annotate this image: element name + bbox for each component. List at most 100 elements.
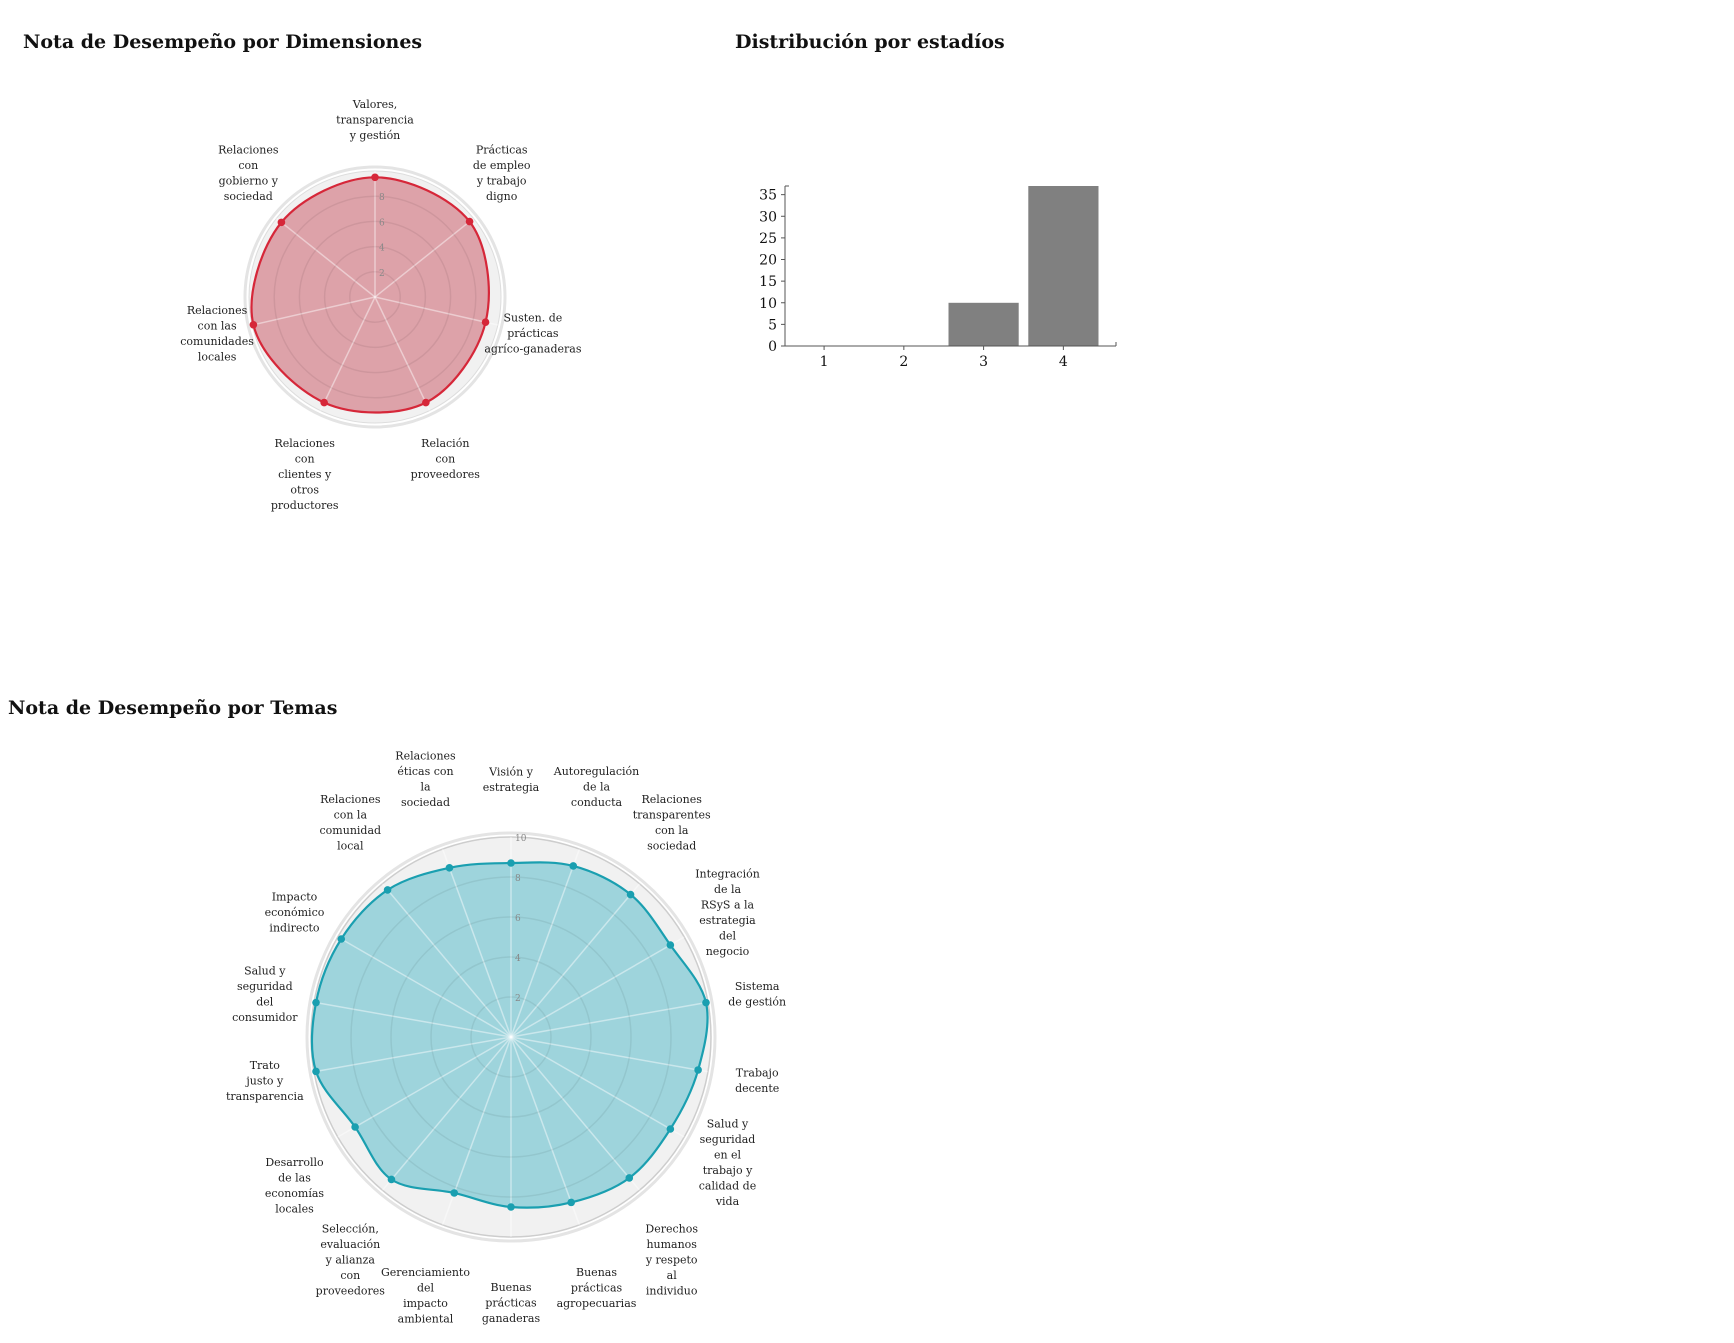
- temas-grid-ring-overlay: [470, 996, 552, 1078]
- dimensiones-spoke: [319, 296, 376, 411]
- temas-grid-ring-overlay: [350, 876, 672, 1198]
- y-tick-label: 35: [759, 188, 777, 204]
- temas-spoke: [510, 1036, 709, 1073]
- temas-ring-label: 10: [515, 834, 527, 844]
- temas-category-label: Gerenciamiento del impacto ambiental: [381, 1266, 470, 1326]
- dimensiones-ring-label: 6: [379, 218, 385, 228]
- chart-title-dimensiones: Nota de Desempeño por Dimensiones: [23, 31, 423, 53]
- temas-category-label: Derechos humanos y respeto al individuo: [645, 1223, 699, 1298]
- temas-point: [569, 862, 578, 870]
- temas-point: [666, 941, 675, 949]
- dimensiones-category-label: Prácticas de empleo y trabajo digno: [473, 144, 531, 204]
- temas-point: [312, 998, 320, 1007]
- temas-category-label: Buenas prácticas agropecuarias: [557, 1266, 637, 1310]
- dimensiones-point: [465, 217, 474, 226]
- temas-point: [337, 935, 346, 943]
- temas-ring-label: 8: [515, 874, 521, 884]
- temas-ring-label: 4: [515, 954, 521, 964]
- temas-point: [351, 1123, 359, 1131]
- chart-title-estadios: Distribución por estadíos: [735, 31, 1005, 53]
- dimensiones-category-label: Valores, transparencia y gestión: [336, 98, 414, 142]
- temas-spoke: [337, 1036, 512, 1138]
- dimensiones-grid-ring-overlay: [273, 195, 477, 399]
- temas-category-label: Autoregulación de la conducta: [553, 765, 639, 809]
- temas-spoke: [441, 848, 512, 1038]
- temas-spoke: [510, 1036, 685, 1138]
- temas-category-label: Relaciones éticas con la sociedad: [395, 750, 456, 810]
- chart-title-temas: Nota de Desempeño por Temas: [8, 697, 338, 719]
- temas-point: [387, 1175, 396, 1184]
- dimensiones-ring-label: 8: [379, 193, 385, 203]
- temas-category-label: Relaciones con la comunidad local: [320, 793, 382, 853]
- temas-grid-ring-overlay: [390, 916, 632, 1158]
- dimensiones-ring-label: 2: [379, 269, 385, 279]
- y-tick-label: 0: [768, 339, 777, 355]
- x-tick-label: 2: [899, 354, 908, 370]
- temas-category-label: Trato justo y transparencia: [226, 1059, 304, 1103]
- temas-point: [445, 864, 454, 872]
- dimensiones-outer-ring: [243, 165, 507, 429]
- temas-point: [694, 1066, 702, 1074]
- dimensiones-ring-label: 4: [379, 244, 385, 254]
- temas-category-label: Trabajo decente: [735, 1067, 779, 1096]
- dimensiones-point: [481, 318, 490, 327]
- bar-3: [948, 302, 1019, 346]
- temas-category-label: Salud y seguridad del consumidor: [232, 964, 298, 1024]
- temas-spoke: [510, 1036, 581, 1226]
- temas-category-label: Selección, evaluación y alianza con proveedo…: [316, 1223, 386, 1298]
- temas-category-label: Salud y seguridad en el trabajo y calidad de…: [699, 1117, 756, 1208]
- temas-spoke: [510, 936, 685, 1038]
- dimensiones-point: [249, 320, 258, 329]
- dimensiones-category-label: Relaciones con clientes y otros productores: [271, 437, 339, 512]
- temas-spoke: [510, 1036, 641, 1191]
- temas-area: [311, 862, 708, 1208]
- temas-point: [625, 1174, 634, 1182]
- temas-category-label: Sistema de gestión: [728, 980, 786, 1009]
- temas-ring-label: 6: [515, 914, 521, 924]
- temas-point: [450, 1189, 459, 1197]
- x-tick-label: 1: [820, 354, 829, 370]
- dimensiones-spoke: [251, 296, 376, 326]
- dimensiones-point: [371, 173, 379, 182]
- temas-point: [507, 859, 515, 867]
- temas-category-label: Integración de la RSyS a la estrategia del ne…: [695, 867, 760, 958]
- dimensiones-category-label: Relaciones con las comunidades locales: [180, 304, 254, 364]
- dimensiones-point: [320, 398, 328, 407]
- y-tick-label: 10: [759, 296, 777, 312]
- temas-spoke: [510, 883, 641, 1038]
- temas-category-label: Visión y estrategia: [483, 766, 540, 795]
- temas-point: [567, 1198, 575, 1207]
- dimensiones-category-label: Susten. de prácticas agríco-ganaderas: [484, 312, 581, 356]
- temas-spoke: [381, 1036, 512, 1191]
- temas-spoke: [510, 848, 581, 1038]
- temas-category-label: Buenas prácticas ganaderas: [482, 1281, 541, 1325]
- dimensiones-grid-ring-overlay: [349, 271, 401, 323]
- y-tick-label: 30: [759, 209, 777, 225]
- bar-4: [1028, 186, 1099, 346]
- temas-spoke: [313, 1036, 512, 1073]
- dimensiones-grid-ring-overlay: [323, 245, 427, 349]
- temas-point: [626, 890, 635, 899]
- temas-spoke: [337, 936, 512, 1038]
- y-tick-label: 25: [759, 231, 777, 247]
- temas-point: [312, 1067, 320, 1076]
- temas-ring-label: 2: [515, 994, 521, 1004]
- dimensiones-spoke: [374, 217, 474, 298]
- dimensiones-grid-ring-overlay: [298, 220, 452, 374]
- dimensiones-area: [251, 177, 489, 413]
- y-tick-label: 15: [759, 274, 777, 290]
- temas-category-label: Relaciones transparentes con la sociedad: [633, 793, 711, 853]
- temas-category-label: Desarrollo de las economías locales: [265, 1156, 325, 1216]
- y-tick-label: 20: [759, 253, 777, 269]
- temas-point: [507, 1203, 515, 1211]
- dimensiones-outline: [250, 176, 490, 414]
- temas-point: [666, 1125, 675, 1133]
- dimensiones-category-label: Relación con proveedores: [411, 437, 481, 481]
- temas-point: [383, 886, 392, 894]
- dimensiones-spoke: [276, 217, 376, 298]
- temas-outer-ring: [305, 831, 717, 1243]
- temas-spoke: [313, 1001, 512, 1038]
